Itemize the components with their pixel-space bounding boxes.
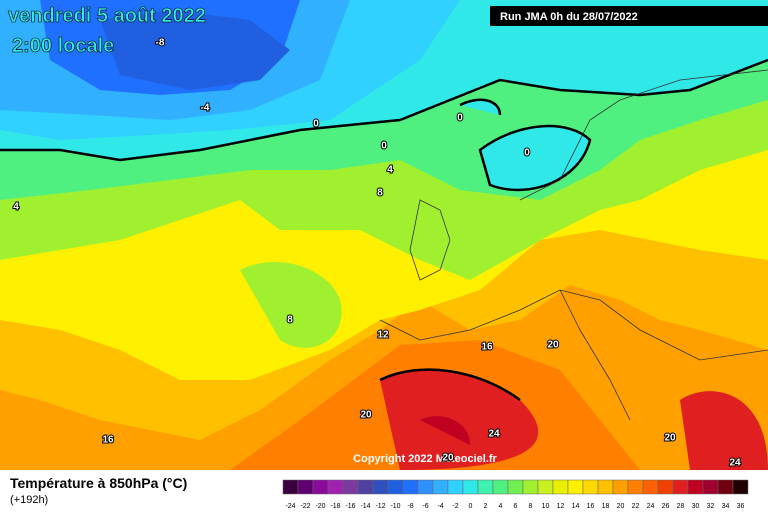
legend-label: 16: [587, 503, 595, 510]
legend-label: 22: [632, 503, 640, 510]
legend-swatch: [477, 479, 494, 495]
legend-label: 2: [484, 503, 488, 510]
legend-label: 0: [469, 503, 473, 510]
contour-label: 8: [377, 188, 383, 199]
legend-swatch: [417, 479, 434, 495]
time-label: 2:00 locale: [12, 35, 114, 57]
legend-label: 12: [557, 503, 565, 510]
run-box: [490, 6, 768, 26]
contour-label: 4: [387, 165, 393, 176]
legend-label: -12: [375, 503, 385, 510]
legend-swatch: [627, 479, 644, 495]
contour-label: 0: [313, 119, 319, 130]
legend-swatch: [282, 479, 299, 495]
legend-label: -20: [315, 503, 325, 510]
footer-title: Température à 850hPa (°C): [10, 475, 187, 491]
legend-label: -2: [452, 503, 458, 510]
contour-label: 24: [729, 458, 741, 469]
legend-swatch: [672, 479, 689, 495]
legend-swatch: [312, 479, 329, 495]
contour-label: 12: [377, 330, 389, 341]
contour-label: 8: [287, 315, 293, 326]
legend-swatch: [402, 479, 419, 495]
contour-label: -4: [201, 103, 210, 114]
legend-swatch: [447, 479, 464, 495]
contour-label: 24: [488, 429, 500, 440]
legend-label: 28: [677, 503, 685, 510]
legend-swatch: [702, 479, 719, 495]
legend-swatch: [372, 479, 389, 495]
legend-label: 14: [572, 503, 580, 510]
run-label: Run JMA 0h du 28/07/2022: [500, 11, 638, 23]
contour-label: 20: [664, 433, 676, 444]
contour-label: 0: [524, 148, 530, 159]
legend-label: -8: [407, 503, 413, 510]
coastlines: [379, 69, 768, 421]
copyright: Copyright 2022 Meteociel.fr: [353, 453, 497, 465]
legend-swatch: [657, 479, 674, 495]
legend-label: 20: [617, 503, 625, 510]
legend-swatch: [732, 479, 749, 495]
footer-lead: (+192h): [10, 494, 48, 506]
legend-label: 30: [692, 503, 700, 510]
legend-label: 8: [529, 503, 533, 510]
legend-swatch: [567, 479, 584, 495]
legend-swatch: [492, 479, 509, 495]
legend-label: 10: [542, 503, 550, 510]
contour-label: -8: [156, 38, 165, 49]
legend-label: -18: [330, 503, 340, 510]
contour-label: 0: [381, 141, 387, 152]
legend-swatch: [327, 479, 344, 495]
legend-swatch: [342, 479, 359, 495]
legend-label: 18: [602, 503, 610, 510]
legend-label: -22: [300, 503, 310, 510]
legend-swatch: [582, 479, 599, 495]
legend-swatch: [462, 479, 479, 495]
legend-label: -14: [360, 503, 370, 510]
contour-label: 4: [13, 202, 19, 213]
legend-label: -6: [422, 503, 428, 510]
legend-swatch: [597, 479, 614, 495]
legend-label: 6: [514, 503, 518, 510]
legend-swatch: [537, 479, 554, 495]
legend-swatch: [507, 479, 524, 495]
legend-label: -24: [285, 503, 295, 510]
contour-label: 0: [457, 113, 463, 124]
legend-label: -10: [390, 503, 400, 510]
legend-swatch: [432, 479, 449, 495]
legend-label: 36: [737, 503, 745, 510]
contour-label: 16: [481, 342, 493, 353]
legend-swatch: [642, 479, 659, 495]
legend-label: 34: [722, 503, 730, 510]
legend-label: 26: [662, 503, 670, 510]
legend-swatch: [552, 479, 569, 495]
legend-swatch: [297, 479, 314, 495]
date-label: vendredi 5 août 2022: [8, 5, 206, 27]
legend-label: 32: [707, 503, 715, 510]
legend-label: 4: [499, 503, 503, 510]
legend-swatch: [387, 479, 404, 495]
legend-swatch: [717, 479, 734, 495]
contour-lines: [0, 58, 768, 402]
legend-swatch: [522, 479, 539, 495]
contour-label: 20: [442, 453, 454, 464]
legend-swatch: [687, 479, 704, 495]
contour-label: 20: [547, 340, 559, 351]
legend-label: -4: [437, 503, 443, 510]
contour-label: 16: [102, 435, 114, 446]
legend-swatch: [612, 479, 629, 495]
legend-label: -16: [345, 503, 355, 510]
contour-label: 20: [360, 410, 372, 421]
legend-swatch: [357, 479, 374, 495]
legend-label: 24: [647, 503, 655, 510]
